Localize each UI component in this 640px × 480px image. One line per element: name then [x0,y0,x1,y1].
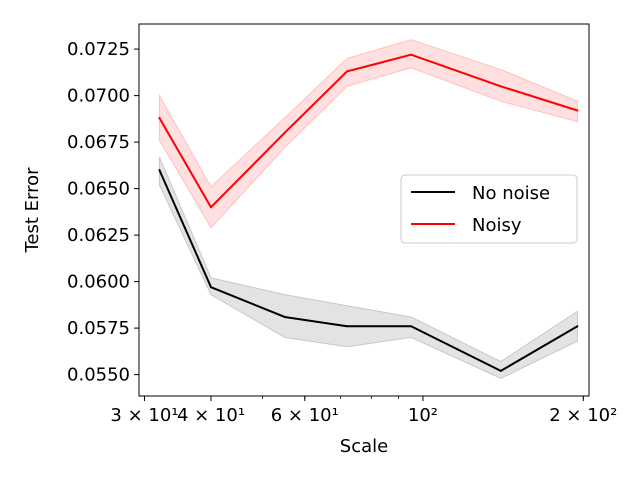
band-no-noise [158,156,578,379]
y-tick-label: 0.0650 [67,179,130,200]
point-no-noise [158,169,161,172]
point-no-noise [576,325,579,328]
point-noisy [345,70,348,73]
point-noisy [576,109,579,112]
point-no-noise [499,369,502,372]
x-tick-label: 6 × 10¹ [271,405,339,426]
band-noisy [158,39,578,229]
y-tick-label: 0.0625 [67,225,130,246]
y-tick-label: 0.0700 [67,86,130,107]
point-noisy [499,85,502,88]
plot-frame [138,23,590,397]
y-tick-label: 0.0725 [67,39,130,60]
x-tick-label: 3 × 10¹ [110,405,178,426]
point-no-noise [210,286,213,289]
legend-label-no-noise: No noise [472,183,550,204]
x-tick-label: 4 × 10¹ [177,405,245,426]
y-tick-label: 0.0600 [67,272,130,293]
legend-label-noisy: Noisy [472,215,522,236]
y-tick-label: 0.0675 [67,132,130,153]
y-axis: 0.0550 0.0575 0.0600 0.0625 0.0650 0.0675 0.07… [67,39,139,386]
y-tick-label: 0.0550 [67,365,130,386]
point-noisy [158,116,161,119]
point-noisy [410,53,413,56]
point-no-noise [410,325,413,328]
confidence-bands [158,39,578,379]
point-no-noise [283,315,286,318]
series-lines [158,53,579,372]
x-axis-label: Scale [340,436,388,457]
x-tick-label: 10² [408,405,438,426]
legend: No noise Noisy [400,174,578,244]
y-tick-label: 0.0575 [67,318,130,339]
y-axis-label: Test Error [22,167,43,254]
point-noisy [283,131,286,134]
point-no-noise [345,325,348,328]
x-tick-label: 2 × 10² [549,405,617,426]
point-noisy [210,206,213,209]
